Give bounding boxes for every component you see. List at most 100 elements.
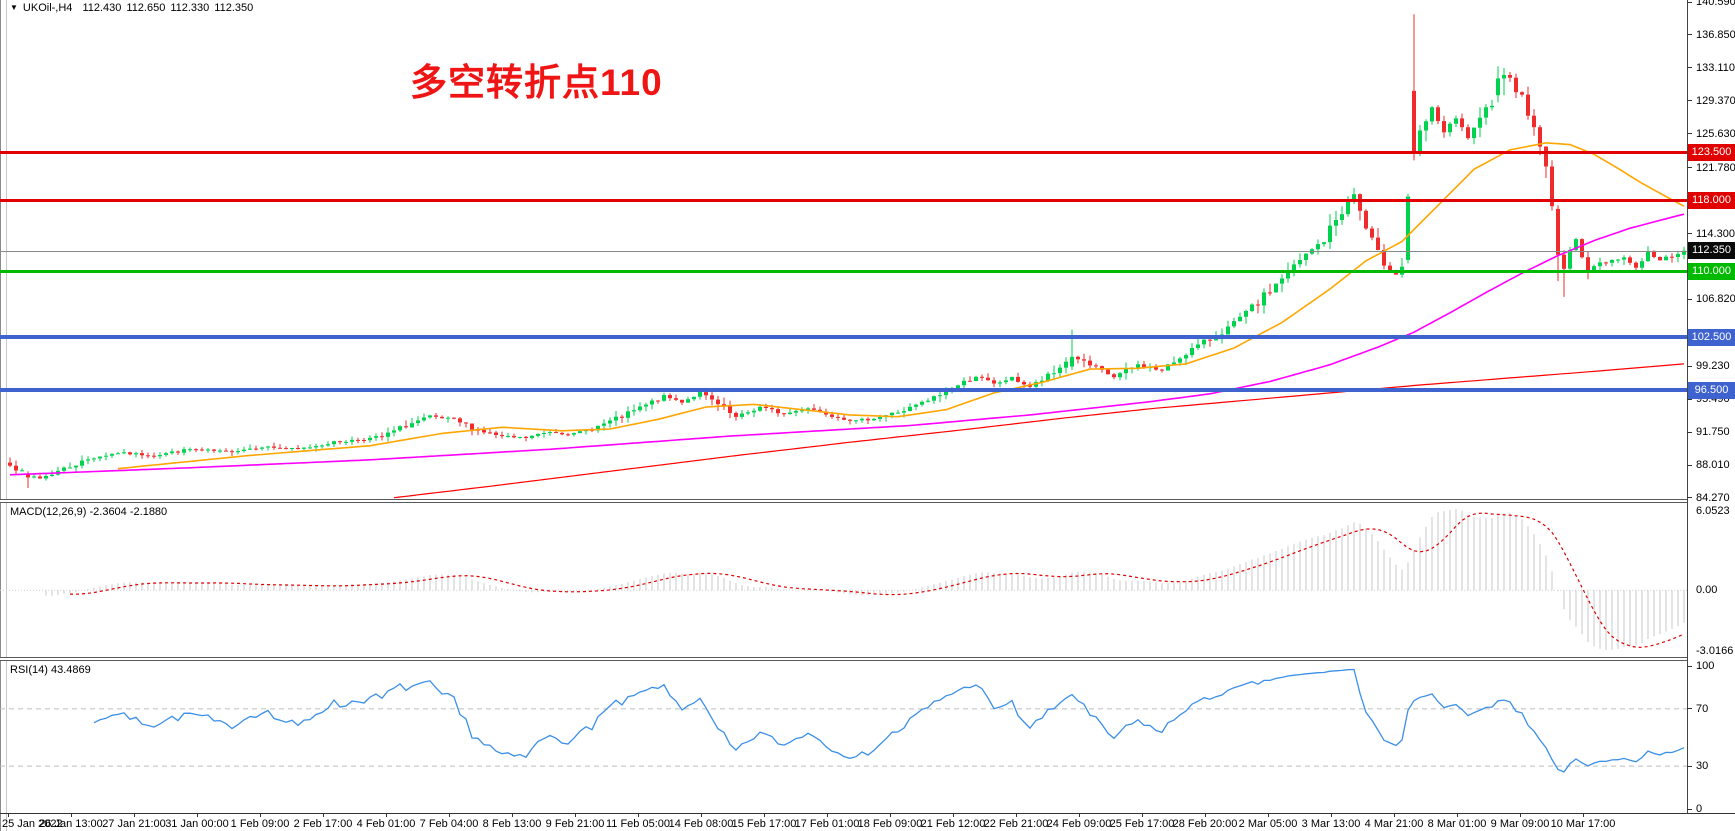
rsi-tick-mark — [1687, 665, 1692, 667]
time-tick-mark — [1457, 813, 1458, 817]
rsi-tick-label: 100 — [1696, 660, 1715, 672]
rsi-tick-label: 70 — [1696, 702, 1709, 715]
price-tick-label: 114.300 — [1696, 227, 1735, 240]
chart-left-border — [6, 0, 7, 831]
price-tick-mark — [1687, 365, 1692, 367]
time-axis-label: 2 Feb 17:00 — [293, 818, 353, 830]
ohlc-open-value: 112.430 — [82, 2, 122, 14]
time-tick-mark — [953, 813, 954, 817]
rsi-tick-label: 0 — [1696, 803, 1703, 815]
price-tick-label: 140.590 — [1696, 0, 1735, 9]
time-axis-label: 21 Feb 12:00 — [920, 818, 986, 830]
time-axis-label: 28 Feb 20:00 — [1172, 818, 1238, 830]
time-tick-mark — [1394, 813, 1395, 817]
time-axis-label: 27 Jan 21:00 — [102, 818, 166, 830]
time-axis-label: 25 Jan 2022 — [2, 818, 63, 830]
price-tick-mark — [1687, 464, 1692, 466]
time-axis-border — [0, 813, 1735, 814]
price-tick-mark — [1687, 34, 1692, 36]
price-tick-mark — [1687, 67, 1692, 69]
rsi-value: 43.4869 — [50, 664, 91, 676]
time-tick-mark — [890, 813, 891, 817]
time-tick-mark — [71, 813, 72, 817]
window-left-border — [0, 0, 1, 831]
time-axis-label: 3 Mar 13:00 — [1301, 818, 1361, 830]
current-price-badge: 112.350 — [1688, 242, 1735, 260]
time-axis-label: 4 Feb 01:00 — [356, 818, 416, 830]
price-level-line[interactable] — [0, 151, 1687, 155]
chevron-down-icon[interactable]: ▼ — [10, 3, 18, 12]
macd-panel-separator[interactable] — [0, 499, 1687, 503]
price-tick-mark — [1687, 431, 1692, 433]
price-tick-label: 99.230 — [1696, 360, 1730, 373]
ohlc-close-value: 112.350 — [214, 2, 254, 14]
time-axis-label: 1 Feb 09:00 — [230, 818, 290, 830]
price-level-badge[interactable]: 96.500 — [1688, 381, 1735, 399]
time-tick-mark — [8, 813, 9, 817]
macd-scale-max: 6.0523 — [1696, 505, 1730, 517]
price-tick-mark — [1687, 1, 1692, 3]
rsi-indicator-name: RSI(14) — [10, 664, 48, 676]
time-tick-mark — [449, 813, 450, 817]
price-level-line[interactable] — [0, 335, 1687, 340]
time-axis-label: 7 Feb 04:00 — [419, 818, 479, 830]
price-level-line[interactable] — [0, 388, 1687, 393]
macd-panel-canvas[interactable] — [0, 503, 1687, 658]
time-tick-mark — [638, 813, 639, 817]
time-tick-mark — [1331, 813, 1332, 817]
macd-scale-min: -3.0166 — [1696, 645, 1734, 657]
ohlc-high-value: 112.650 — [126, 2, 166, 14]
time-axis-label: 2 Mar 05:00 — [1238, 818, 1298, 830]
rsi-panel-canvas[interactable] — [0, 661, 1687, 813]
macd-signal-value: -2.1880 — [129, 506, 168, 518]
price-tick-label: 84.270 — [1696, 491, 1730, 504]
price-tick-mark — [1687, 133, 1692, 135]
time-axis-label: 14 Feb 08:00 — [668, 818, 734, 830]
price-level-line[interactable] — [0, 269, 1687, 273]
time-tick-mark — [386, 813, 387, 817]
rsi-indicator-label: RSI(14) 43.4869 — [10, 664, 91, 676]
rsi-tick-mark — [1687, 808, 1692, 810]
rsi-tick-mark — [1687, 708, 1692, 710]
price-tick-label: 129.370 — [1696, 94, 1735, 107]
time-axis-label: 8 Feb 13:00 — [482, 818, 542, 830]
time-tick-mark — [512, 813, 513, 817]
price-level-badge[interactable]: 110.000 — [1688, 262, 1735, 280]
price-tick-mark — [1687, 233, 1692, 235]
time-tick-mark — [260, 813, 261, 817]
price-level-line[interactable] — [0, 199, 1687, 203]
time-tick-mark — [323, 813, 324, 817]
turning-point-annotation: 多空转折点110 — [410, 62, 663, 103]
time-tick-mark — [701, 813, 702, 817]
macd-scale-zero: 0.00 — [1696, 584, 1718, 597]
price-tick-label: 121.780 — [1696, 161, 1735, 174]
price-tick-label: 136.850 — [1696, 28, 1735, 41]
price-tick-label: 91.750 — [1696, 426, 1730, 439]
symbol-period-label[interactable]: UKOil-,H4 — [22, 2, 73, 14]
macd-main-value: -2.3604 — [89, 506, 127, 518]
rsi-tick-label: 30 — [1696, 760, 1709, 773]
macd-indicator-name: MACD(12,26,9) — [10, 506, 87, 518]
symbol-toolbar: ▼ UKOil-,H4 112.430 112.650 112.330 112.350 — [10, 2, 258, 14]
price-level-badge[interactable]: 102.500 — [1688, 328, 1735, 346]
time-tick-mark — [1205, 813, 1206, 817]
time-axis-label: 15 Feb 17:00 — [731, 818, 797, 830]
price-tick-label: 106.820 — [1696, 293, 1735, 306]
time-tick-mark — [575, 813, 576, 817]
price-tick-mark — [1687, 497, 1692, 499]
price-level-badge[interactable]: 123.500 — [1688, 144, 1735, 162]
ohlc-low-value: 112.330 — [170, 2, 210, 14]
price-tick-label: 88.010 — [1696, 459, 1730, 472]
time-axis-label: 25 Feb 17:00 — [1109, 818, 1175, 830]
price-level-badge[interactable]: 118.000 — [1688, 192, 1735, 210]
price-tick-mark — [1687, 167, 1692, 169]
time-axis-label: 17 Feb 01:00 — [794, 818, 860, 830]
time-axis-label: 4 Mar 21:00 — [1364, 818, 1424, 830]
time-axis-label: 8 Mar 01:00 — [1427, 818, 1487, 830]
time-tick-mark — [764, 813, 765, 817]
time-axis-label: 10 Mar 17:00 — [1550, 818, 1616, 830]
price-tick-label: 133.110 — [1696, 61, 1735, 74]
time-tick-mark — [1142, 813, 1143, 817]
rsi-panel-separator[interactable] — [0, 657, 1687, 661]
